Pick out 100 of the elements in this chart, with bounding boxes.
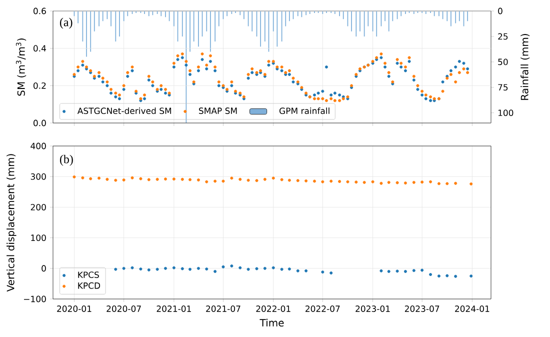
x-tick-label: 2021-01 xyxy=(156,306,191,312)
point xyxy=(122,178,126,182)
point xyxy=(255,179,258,182)
point xyxy=(114,178,118,182)
point xyxy=(420,180,424,184)
point xyxy=(380,269,383,272)
point xyxy=(470,274,473,278)
point xyxy=(404,182,407,185)
point xyxy=(346,180,350,184)
annotation: (a) xyxy=(60,18,72,29)
y-tick-label: 100 xyxy=(31,234,46,242)
y-tick-label: 0 xyxy=(42,265,46,272)
point xyxy=(214,180,217,183)
point xyxy=(272,266,275,270)
y2-tick-label: 0 xyxy=(498,8,502,14)
y-tick-label: 0.2 xyxy=(34,82,46,89)
point xyxy=(130,266,134,270)
legend-label: KPCD xyxy=(78,282,100,289)
point xyxy=(147,268,150,272)
point xyxy=(139,177,142,180)
point xyxy=(172,266,176,270)
x-tick-label: 2024-01 xyxy=(455,306,490,312)
point xyxy=(437,274,440,278)
point xyxy=(147,178,150,182)
point xyxy=(230,176,234,180)
point xyxy=(429,273,432,276)
point xyxy=(304,269,308,272)
point xyxy=(164,178,167,181)
point xyxy=(362,180,366,184)
point xyxy=(156,268,159,271)
point xyxy=(272,176,275,180)
point xyxy=(180,178,184,181)
point xyxy=(196,266,200,270)
point xyxy=(429,180,432,184)
point xyxy=(205,268,208,270)
point xyxy=(437,182,440,186)
point xyxy=(387,270,390,273)
point xyxy=(387,180,390,184)
point xyxy=(280,268,284,271)
point xyxy=(188,268,192,271)
y2-axis-title: Rainfall (mm) xyxy=(520,34,530,100)
y2-tick-label: 100 xyxy=(498,110,514,116)
point xyxy=(396,270,399,273)
x-tick-label: 2021-07 xyxy=(206,306,240,312)
point xyxy=(312,180,316,183)
point xyxy=(396,181,399,184)
point xyxy=(156,178,159,181)
point xyxy=(288,268,291,270)
point xyxy=(454,182,458,185)
point xyxy=(222,265,225,268)
x-tick-label: 2020-07 xyxy=(106,306,141,312)
point xyxy=(230,264,234,268)
point xyxy=(98,176,101,180)
point xyxy=(263,266,266,270)
point xyxy=(296,269,300,272)
point xyxy=(222,180,225,183)
legend-label: KPCS xyxy=(78,272,99,278)
point xyxy=(139,268,142,270)
x-tick-label: 2020-01 xyxy=(57,306,92,312)
point xyxy=(246,268,250,271)
legend-label: ASTGCNet-derived SM xyxy=(77,107,172,114)
x-tick-label: 2022-07 xyxy=(306,306,340,312)
point xyxy=(255,267,258,270)
point xyxy=(404,270,407,273)
point xyxy=(280,178,284,182)
point xyxy=(164,266,167,270)
point xyxy=(371,180,374,184)
y2-tick-label: 25 xyxy=(498,33,508,40)
point xyxy=(354,180,358,184)
x-tick-label: 2023-07 xyxy=(404,306,440,312)
point xyxy=(380,182,383,185)
point xyxy=(412,269,416,272)
y-tick-label: 0.6 xyxy=(34,8,46,14)
point xyxy=(330,180,333,183)
point xyxy=(238,266,242,270)
point xyxy=(296,179,300,182)
point xyxy=(130,176,134,180)
point xyxy=(106,178,109,181)
y-tick-label: −100 xyxy=(24,296,46,302)
y-axis-title: SM (m$^{3}$/m$^{3}$) xyxy=(16,38,26,96)
y-tick-label: 300 xyxy=(30,173,46,180)
x-tick-label: 2023-01 xyxy=(356,306,390,312)
point xyxy=(196,178,200,182)
point xyxy=(180,267,184,270)
point xyxy=(81,176,84,180)
legend-label: SMAP SM xyxy=(199,108,237,114)
point xyxy=(420,268,424,272)
y-tick-label: 400 xyxy=(30,142,46,150)
y-tick-label: 0.0 xyxy=(34,120,46,126)
x-tick-label: 2022-01 xyxy=(256,306,290,312)
point xyxy=(338,180,342,183)
point xyxy=(446,182,449,186)
point xyxy=(205,180,208,184)
point xyxy=(288,178,291,182)
point xyxy=(89,177,92,180)
y2-tick-label: 75 xyxy=(498,84,508,91)
point xyxy=(330,271,333,274)
point xyxy=(122,266,126,270)
annotation: (b) xyxy=(60,154,73,166)
point xyxy=(246,178,250,182)
